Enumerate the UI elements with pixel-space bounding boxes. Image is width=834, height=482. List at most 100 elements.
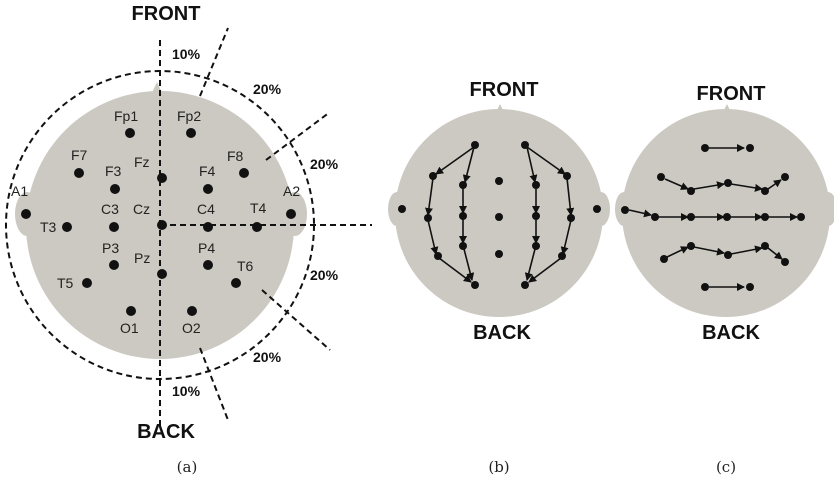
- radial-lower-right: [261, 289, 331, 351]
- electrode-b-t5: [434, 252, 442, 260]
- electrodes-b: [398, 141, 601, 289]
- label-c4: C4: [197, 201, 215, 217]
- radial-top: [199, 27, 229, 97]
- percent-label-bottom-10: 10%: [172, 383, 201, 399]
- electrode-c-pz: [724, 251, 732, 259]
- electrode-fz: [157, 173, 167, 183]
- electrode-c-fz: [724, 179, 732, 187]
- electrode-f3: [110, 184, 120, 194]
- electrode-c3: [109, 222, 119, 232]
- head-c: [615, 104, 834, 317]
- arrow-c-r2c: [730, 183, 763, 192]
- electrode-f8: [239, 168, 249, 178]
- arrow-c-r4c: [730, 245, 763, 255]
- electrode-b-f3: [459, 181, 467, 189]
- electrode-c-t6: [781, 258, 789, 266]
- electrode-b-a1: [398, 205, 406, 213]
- panel-a: FRONT BACK 10% 20% 20% 20% 20% 10%: [5, 3, 372, 476]
- electrode-c-f4: [761, 187, 769, 195]
- label-p4: P4: [198, 240, 215, 256]
- electrode-b-pz: [495, 250, 503, 258]
- panel-b: FRONT BACK: [388, 79, 610, 476]
- electrode-c-a1: [621, 206, 629, 214]
- label-a2: A2: [283, 183, 300, 199]
- label-cz: Cz: [133, 201, 150, 217]
- electrode-t5: [82, 278, 92, 288]
- label-f4: F4: [199, 163, 216, 179]
- electrode-b-fp1: [471, 141, 479, 149]
- electrode-c-c4: [761, 213, 769, 221]
- back-label-a: BACK: [137, 421, 195, 443]
- label-f7: F7: [71, 147, 88, 163]
- arrows-b: [424, 146, 575, 283]
- electrode-c-p3: [687, 242, 695, 250]
- electrode-fp2: [186, 128, 196, 138]
- percent-label-right-upper-20: 20%: [310, 156, 339, 172]
- electrode-b-p4: [532, 242, 540, 250]
- electrode-b-f4: [532, 181, 540, 189]
- electrode-c-p4: [761, 242, 769, 250]
- arrow-b-l4: [438, 257, 472, 283]
- label-a1: A1: [11, 183, 28, 199]
- electrode-fp1: [125, 128, 135, 138]
- arrow-b-li4: [463, 248, 475, 281]
- electrode-o2: [187, 306, 197, 316]
- electrode-c-t4: [797, 213, 805, 221]
- electrode-p3: [109, 260, 119, 270]
- electrode-c-fp1: [701, 144, 709, 152]
- electrode-b-fz: [495, 177, 503, 185]
- electrode-b-t3: [424, 214, 432, 222]
- head-b: [388, 104, 610, 317]
- electrode-b-t4: [567, 214, 575, 222]
- radial-bottom: [199, 347, 229, 421]
- label-o1: O1: [120, 320, 139, 336]
- electrode-c-t3: [651, 213, 659, 221]
- arrow-c-r2d: [767, 179, 782, 190]
- electrode-c-o2: [746, 283, 754, 291]
- label-c3: C3: [101, 201, 119, 217]
- electrode-cz: [157, 220, 167, 230]
- label-fz: Fz: [134, 154, 150, 170]
- arrow-c-r2a: [664, 178, 689, 190]
- caption-c: (c): [716, 458, 736, 476]
- electrode-c-fp2: [746, 144, 754, 152]
- electrodes-c: [621, 144, 805, 291]
- front-label-c: FRONT: [697, 83, 766, 105]
- electrode-c4: [203, 222, 213, 232]
- label-t5: T5: [57, 275, 74, 291]
- back-label-b: BACK: [473, 322, 531, 344]
- front-label-b: FRONT: [470, 79, 539, 101]
- electrode-a1: [21, 209, 31, 219]
- arrow-b-l1: [435, 146, 475, 175]
- electrode-c-t5: [660, 255, 668, 263]
- electrode-b-o1: [471, 281, 479, 289]
- electrode-f7: [74, 168, 84, 178]
- arrows-c: [628, 144, 798, 291]
- electrode-p4: [203, 260, 213, 270]
- arrow-b-r3: [560, 219, 572, 255]
- arrow-b-l2: [424, 177, 434, 216]
- panel-c: FRONT BACK: [615, 83, 834, 476]
- electrode-c-o1: [701, 283, 709, 291]
- electrode-o1: [126, 306, 136, 316]
- electrode-pz: [157, 269, 167, 279]
- electrode-labels-a: Fp1 Fp2 F7 F3 Fz F4 F8 A1 T3 C3 Cz C4 T4…: [11, 108, 300, 336]
- electrode-b-o2: [521, 281, 529, 289]
- electrode-b-cz: [495, 213, 503, 221]
- electrode-c-c3: [687, 213, 695, 221]
- arrow-b-li1: [462, 146, 475, 183]
- arrow-b-r2: [566, 177, 575, 216]
- percent-label-right-lower-20: 20%: [310, 267, 339, 283]
- label-t6: T6: [237, 258, 254, 274]
- electrode-b-c3: [459, 212, 467, 220]
- arrow-c-r4d: [767, 247, 783, 260]
- electrode-b-p3: [459, 242, 467, 250]
- electrode-b-f8: [563, 172, 571, 180]
- percent-label-top-10: 10%: [172, 46, 201, 62]
- arrow-c-r4b: [693, 246, 725, 256]
- label-t4: T4: [250, 200, 267, 216]
- arrow-c-r3a: [628, 209, 652, 218]
- electrode-a2: [286, 209, 296, 219]
- label-t3: T3: [40, 219, 57, 235]
